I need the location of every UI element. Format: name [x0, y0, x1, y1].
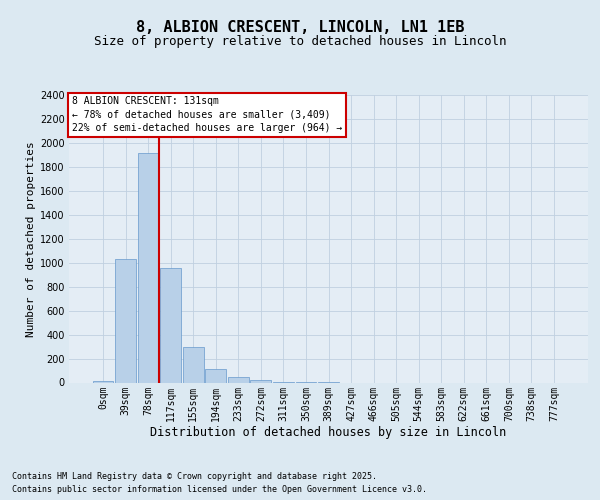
Bar	[183, 346, 203, 382]
Y-axis label: Number of detached properties: Number of detached properties	[26, 141, 36, 336]
Text: 8 ALBION CRESCENT: 131sqm
← 78% of detached houses are smaller (3,409)
22% of se: 8 ALBION CRESCENT: 131sqm ← 78% of detac…	[71, 96, 342, 133]
Bar	[205, 370, 226, 382]
Text: Contains public sector information licensed under the Open Government Licence v3: Contains public sector information licen…	[12, 485, 427, 494]
Bar	[137, 152, 158, 382]
Bar	[115, 259, 136, 382]
Text: Contains HM Land Registry data © Crown copyright and database right 2025.: Contains HM Land Registry data © Crown c…	[12, 472, 377, 481]
Text: Size of property relative to detached houses in Lincoln: Size of property relative to detached ho…	[94, 35, 506, 48]
Bar	[228, 377, 248, 382]
X-axis label: Distribution of detached houses by size in Lincoln: Distribution of detached houses by size …	[151, 426, 506, 439]
Bar	[160, 268, 181, 382]
Bar	[250, 380, 271, 382]
Text: 8, ALBION CRESCENT, LINCOLN, LN1 1EB: 8, ALBION CRESCENT, LINCOLN, LN1 1EB	[136, 20, 464, 35]
